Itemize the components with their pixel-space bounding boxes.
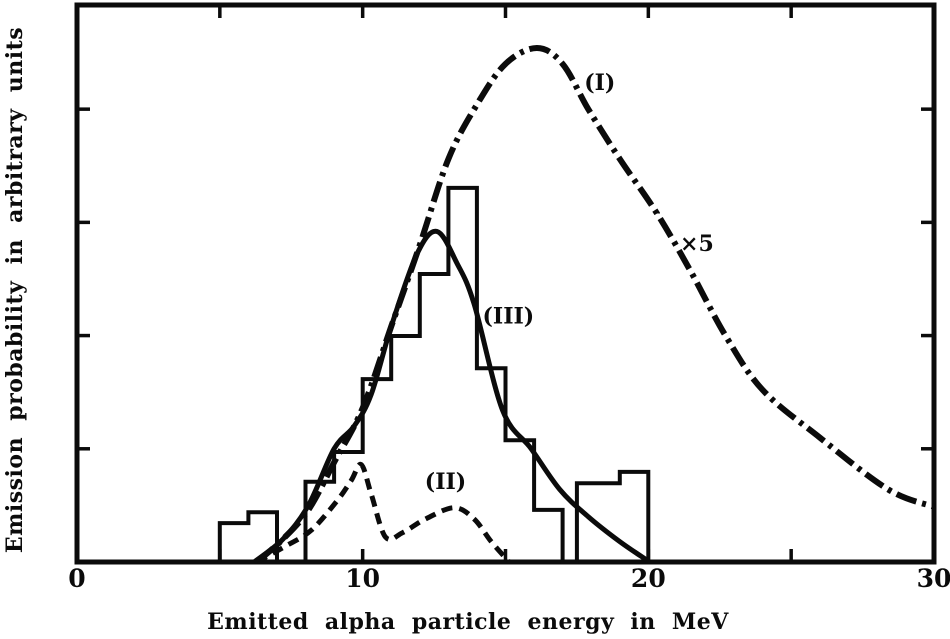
y-axis-title: Emission probability in arbitrary units <box>2 27 28 553</box>
x-tick-label-0: 0 <box>68 564 85 593</box>
curve-III <box>252 228 650 564</box>
scale-factor-label: ×5 <box>680 231 714 257</box>
x-axis-title: Emitted alpha particle energy in MeV <box>207 609 729 635</box>
axis-tick-labels: 0 10 20 30 <box>68 564 950 593</box>
curve-label-II: (II) <box>425 469 466 495</box>
plot-frame <box>74 2 937 565</box>
chart-content <box>217 44 936 565</box>
curve-annotations: (I) ×5 (II) (III) <box>425 70 714 495</box>
histogram-outline <box>217 185 651 564</box>
curve-II <box>255 461 511 565</box>
x-tick-label-10: 10 <box>345 564 380 593</box>
curve-label-I: (I) <box>584 70 615 96</box>
x-tick-label-20: 20 <box>631 564 666 593</box>
axis-ticks <box>78 6 933 561</box>
x-tick-label-30: 30 <box>917 564 950 593</box>
curve-label-III: (III) <box>483 303 535 329</box>
